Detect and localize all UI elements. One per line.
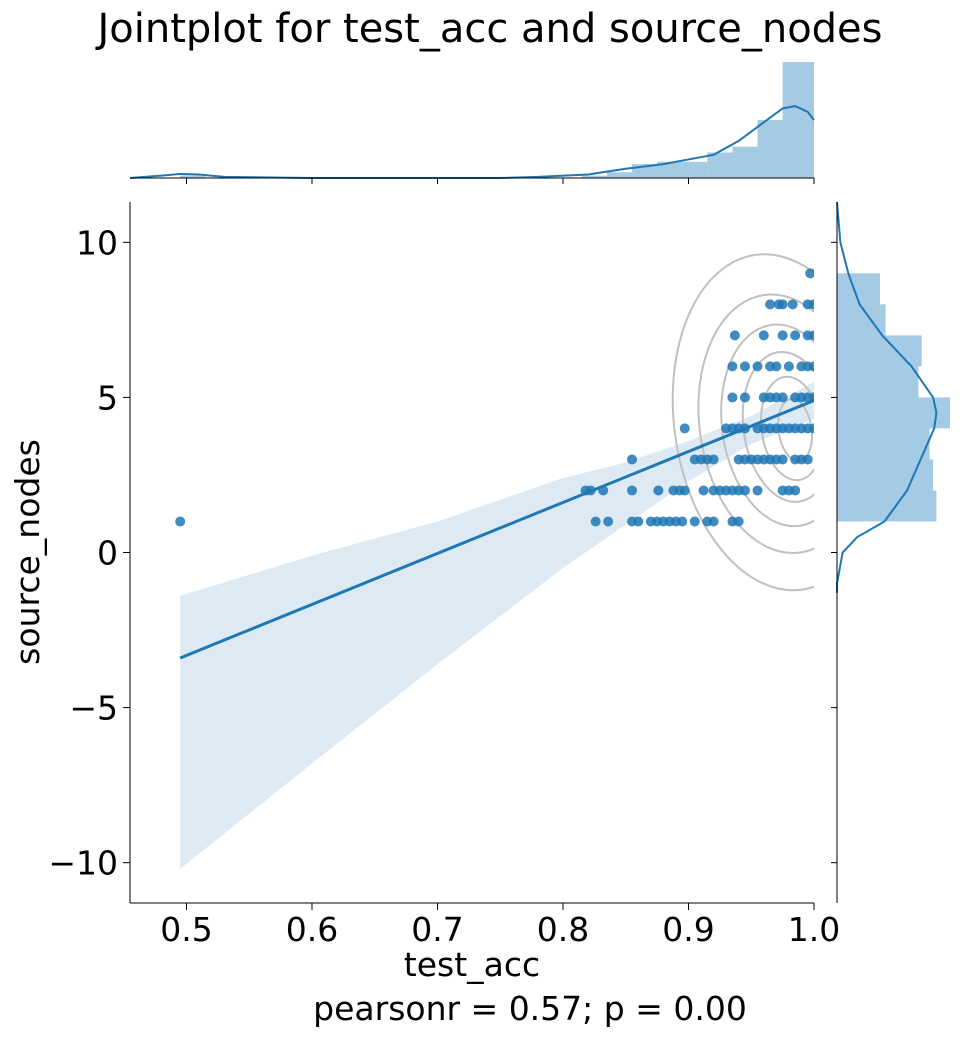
data-point xyxy=(783,361,794,372)
x-hist-bar xyxy=(757,120,783,178)
scatter-points xyxy=(175,268,814,527)
data-point xyxy=(653,485,664,496)
x-marginal-ticks xyxy=(185,178,815,184)
y-tick-label: 10 xyxy=(76,223,118,262)
regression-line xyxy=(179,399,814,660)
data-point xyxy=(739,392,750,403)
x-tick-label: 0.6 xyxy=(286,910,338,949)
kde-contour-ring xyxy=(720,323,814,528)
data-point xyxy=(809,423,814,434)
confidence-band xyxy=(180,381,814,869)
y-hist-bar xyxy=(837,490,937,522)
data-point xyxy=(771,361,782,372)
y-kde-curve xyxy=(836,201,938,593)
x-axis-ticks: 0.5 0.6 0.7 0.8 0.9 1.0 xyxy=(160,903,840,949)
y-hist-bar xyxy=(837,459,934,491)
chart-title: Jointplot for test_acc and source_nodes xyxy=(95,6,883,52)
kde-contour-ring xyxy=(671,253,814,592)
data-point xyxy=(679,423,690,434)
data-point xyxy=(805,268,814,279)
x-hist-bar xyxy=(657,161,683,178)
x-tick-label: 0.8 xyxy=(537,910,589,949)
pearson-annotation: pearsonr = 0.57; p = 0.00 xyxy=(313,989,747,1028)
x-tick-label: 0.9 xyxy=(662,910,714,949)
y-hist-bar xyxy=(837,366,919,398)
y-hist-bar xyxy=(837,397,950,429)
y-marginal-histogram xyxy=(836,201,950,593)
data-point xyxy=(777,392,788,403)
data-point xyxy=(790,330,801,341)
data-point xyxy=(777,299,788,310)
data-point xyxy=(787,299,798,310)
data-point xyxy=(739,485,750,496)
data-point xyxy=(802,454,813,465)
x-axis-label: test_acc xyxy=(404,945,540,984)
data-point xyxy=(733,516,744,527)
data-point xyxy=(627,454,638,465)
x-kde-curve xyxy=(129,105,815,179)
x-tick-label: 1.0 xyxy=(788,910,840,949)
data-point xyxy=(627,485,638,496)
x-hist-bar xyxy=(707,152,733,178)
y-tick-label: −5 xyxy=(69,689,118,728)
x-tick-label: 0.7 xyxy=(411,910,463,949)
data-point xyxy=(777,330,788,341)
data-point xyxy=(777,454,788,465)
x-hist-bar xyxy=(732,146,758,178)
data-point xyxy=(677,516,688,527)
scatter-plot-area xyxy=(175,253,814,869)
data-point xyxy=(752,361,763,372)
y-hist-bar xyxy=(837,335,922,367)
data-point xyxy=(809,330,814,341)
data-point xyxy=(698,485,709,496)
x-hist-bar xyxy=(782,62,814,178)
y-tick-label: 5 xyxy=(97,378,118,417)
data-point xyxy=(708,454,719,465)
data-point xyxy=(752,485,763,496)
data-point xyxy=(727,392,738,403)
x-hist-bar xyxy=(682,161,708,178)
x-hist-bar xyxy=(606,172,633,178)
y-hist-bar xyxy=(837,428,930,460)
x-tick-label: 0.5 xyxy=(160,910,212,949)
data-point xyxy=(790,485,801,496)
data-point xyxy=(708,516,719,527)
x-marginal-histogram xyxy=(129,62,815,179)
y-axis-ticks: 10 5 0 −5 −10 xyxy=(48,223,130,883)
data-point xyxy=(727,361,738,372)
kde-contour-ring xyxy=(697,293,814,555)
data-point xyxy=(739,361,750,372)
data-point xyxy=(765,299,776,310)
data-point xyxy=(689,516,700,527)
data-point xyxy=(729,330,740,341)
data-point xyxy=(679,485,690,496)
x-hist-bar xyxy=(180,175,206,178)
data-point xyxy=(809,299,814,310)
x-hist-bar xyxy=(581,175,607,178)
data-point xyxy=(175,516,186,527)
data-point xyxy=(809,361,814,372)
data-point xyxy=(758,330,769,341)
y-axis-label: source_nodes xyxy=(8,439,47,665)
data-point xyxy=(633,516,644,527)
data-point xyxy=(603,516,614,527)
y-marginal-ticks xyxy=(831,241,837,864)
data-point xyxy=(590,516,601,527)
y-tick-label: 0 xyxy=(97,534,118,573)
y-tick-label: −10 xyxy=(48,844,118,883)
